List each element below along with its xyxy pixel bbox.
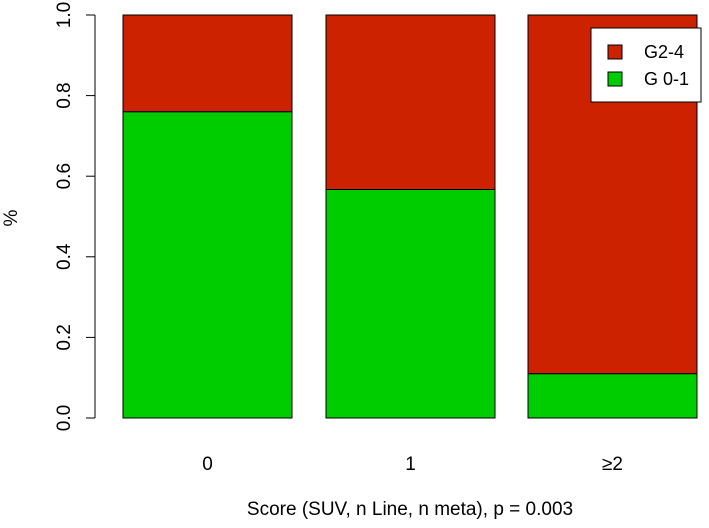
x-tick-label: ≥2 <box>602 454 623 475</box>
legend-swatch <box>607 71 623 87</box>
y-axis: 0.0 0.2 0.4 0.6 0.8 1.0 <box>54 2 96 431</box>
bar-g0-1-2 <box>527 373 698 419</box>
legend: G2-4 G 0-1 <box>590 27 702 103</box>
y-tick-label: 0.4 <box>54 243 75 270</box>
legend-label: G2-4 <box>644 42 684 62</box>
bar-g2-4-1 <box>325 14 496 190</box>
x-axis: 0 1 ≥2 <box>202 454 623 475</box>
y-tick-label: 0.8 <box>54 82 75 108</box>
x-axis-title: Score (SUV, n Line, n meta), p = 0.003 <box>247 499 573 520</box>
bar-g2-4-0 <box>122 14 293 113</box>
bar-g0-1-0 <box>122 111 293 419</box>
bar-g0-1-1 <box>325 188 496 419</box>
legend-swatch <box>607 44 623 60</box>
legend-box <box>590 27 702 103</box>
y-axis-title: % <box>1 209 22 226</box>
y-tick-label: 0.0 <box>54 405 75 431</box>
y-tick-label: 0.6 <box>54 163 75 189</box>
y-tick-label: 0.2 <box>54 324 75 350</box>
legend-label: G 0-1 <box>644 69 689 89</box>
x-tick-label: 0 <box>202 454 213 475</box>
y-tick-label: 1.0 <box>54 2 75 28</box>
x-tick-label: 1 <box>405 454 416 475</box>
